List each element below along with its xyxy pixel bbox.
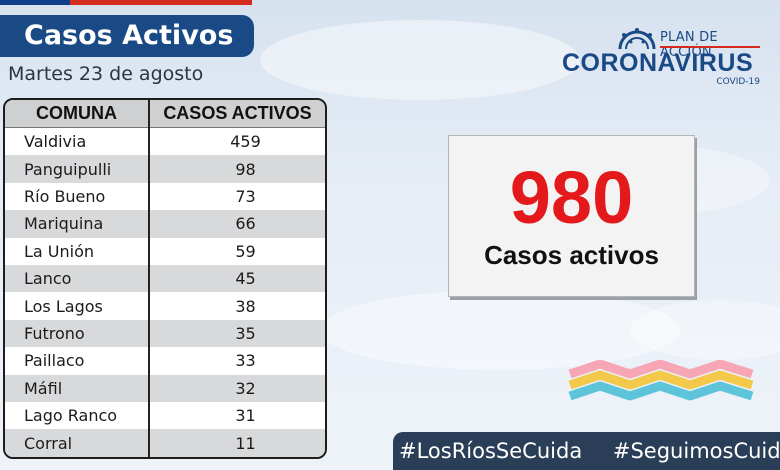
table-row: Paillaco 33 <box>5 347 325 375</box>
table-row: Corral 11 <box>5 429 325 457</box>
page-title: Casos Activos <box>0 15 254 57</box>
total-cases-card: 980 Casos activos <box>448 135 695 297</box>
table-row: Lago Ranco 31 <box>5 402 325 430</box>
cell-comuna: Los Lagos <box>5 292 150 320</box>
cell-comuna: Máfil <box>5 374 150 403</box>
cell-comuna: La Unión <box>5 237 150 266</box>
cell-comuna: Lanco <box>5 265 150 293</box>
logo-plan-text: PLAN DE ACCIÓN <box>660 30 718 60</box>
virus-icon <box>618 28 656 50</box>
cell-comuna: Panguipulli <box>5 155 150 183</box>
cell-casos: 11 <box>149 429 325 457</box>
cell-casos: 98 <box>149 155 325 183</box>
cell-comuna: Río Bueno <box>5 182 150 211</box>
hashtag-seguimos: #SeguimosCuidándonos <box>612 439 780 463</box>
cell-comuna: Paillaco <box>5 347 150 375</box>
report-date: Martes 23 de agosto <box>8 63 204 85</box>
wave-stripes-icon <box>568 360 754 401</box>
cell-casos: 66 <box>149 210 325 238</box>
column-header-comuna: COMUNA <box>5 100 150 128</box>
table-row: Valdivia 459 <box>5 127 325 156</box>
table-row: Río Bueno 73 <box>5 182 325 211</box>
cell-comuna: Corral <box>5 429 150 457</box>
cell-casos: 59 <box>149 237 325 266</box>
cell-casos: 38 <box>149 292 325 320</box>
table-row: Los Lagos 38 <box>5 292 325 320</box>
cases-table: COMUNA CASOS ACTIVOS Valdivia 459 Pangui… <box>3 98 327 459</box>
cell-casos: 73 <box>149 182 325 211</box>
cell-comuna: Futrono <box>5 319 150 348</box>
total-cases-number: 980 <box>509 156 634 239</box>
table-row: Futrono 35 <box>5 319 325 348</box>
table-row: La Unión 59 <box>5 237 325 266</box>
total-cases-label: Casos activos <box>484 240 659 270</box>
cell-comuna: Lago Ranco <box>5 402 150 430</box>
logo-coronavirus-text: CORONAVIRUS <box>562 49 754 77</box>
cell-casos: 33 <box>149 347 325 375</box>
cell-casos: 45 <box>149 265 325 293</box>
hashtag-bar: #LosRíosSeCuida #SeguimosCuidándonos <box>393 432 780 470</box>
cell-casos: 32 <box>149 374 325 403</box>
coronavirus-plan-logo: PLAN DE ACCIÓN CORONAVIRUS COVID-19 <box>562 25 762 89</box>
flag-strip <box>0 0 252 5</box>
cell-casos: 35 <box>149 319 325 348</box>
table-header-row: COMUNA CASOS ACTIVOS <box>5 100 325 128</box>
table-row: Lanco 45 <box>5 265 325 293</box>
table-row: Panguipulli 98 <box>5 155 325 183</box>
cell-comuna: Valdivia <box>5 127 150 156</box>
cell-casos: 459 <box>149 127 325 156</box>
table-row: Mariquina 66 <box>5 210 325 238</box>
logo-covid-text: COVID-19 <box>716 77 760 87</box>
hashtag-los-rios: #LosRíosSeCuida <box>399 439 583 463</box>
cell-comuna: Mariquina <box>5 210 150 238</box>
table-row: Máfil 32 <box>5 374 325 403</box>
column-header-casos: CASOS ACTIVOS <box>149 100 325 128</box>
cell-casos: 31 <box>149 402 325 430</box>
